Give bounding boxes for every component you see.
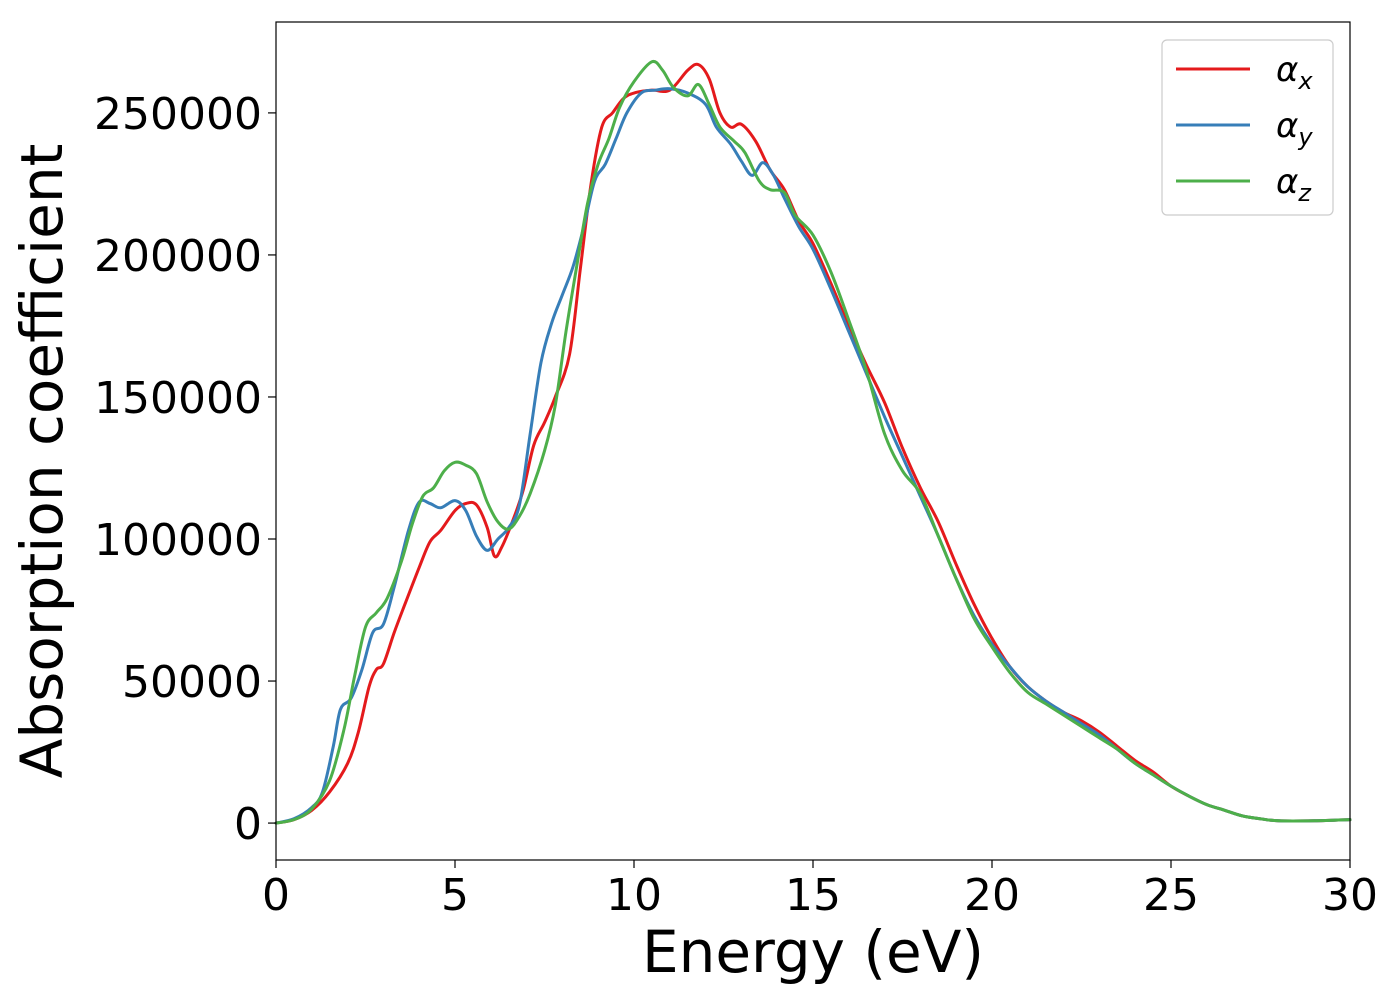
- series-layer: [274, 59, 1352, 825]
- y-tick-label: 250000: [94, 89, 262, 140]
- x-tick-label: 15: [785, 870, 841, 921]
- legend-label-y: αy: [1276, 106, 1313, 151]
- series-line-x: [274, 62, 1352, 825]
- legend: αx αy αz: [1161, 39, 1334, 216]
- y-tick-label: 0: [234, 799, 262, 850]
- x-axis-ticks: 0 5 10 15 20 25 30: [262, 860, 1378, 921]
- legend-label-x: αx: [1276, 50, 1313, 95]
- x-tick-label: 10: [606, 870, 662, 921]
- x-tick-label: 0: [262, 870, 290, 921]
- x-axis-label: Energy (eV): [642, 918, 984, 986]
- x-tick-label: 20: [964, 870, 1020, 921]
- x-tick-label: 30: [1322, 870, 1378, 921]
- y-tick-label: 50000: [122, 657, 262, 708]
- y-axis-ticks: 0 50000 100000 150000 200000 250000: [94, 89, 276, 850]
- x-tick-label: 25: [1143, 870, 1199, 921]
- x-tick-label: 5: [441, 870, 469, 921]
- y-tick-label: 200000: [94, 231, 262, 282]
- legend-label-z: αz: [1276, 162, 1312, 207]
- legend-box: [1161, 39, 1334, 216]
- y-tick-label: 100000: [94, 515, 262, 566]
- series-line-z: [274, 59, 1352, 825]
- y-tick-label: 150000: [94, 373, 262, 424]
- y-axis-label: Absorption coefficient: [8, 144, 76, 779]
